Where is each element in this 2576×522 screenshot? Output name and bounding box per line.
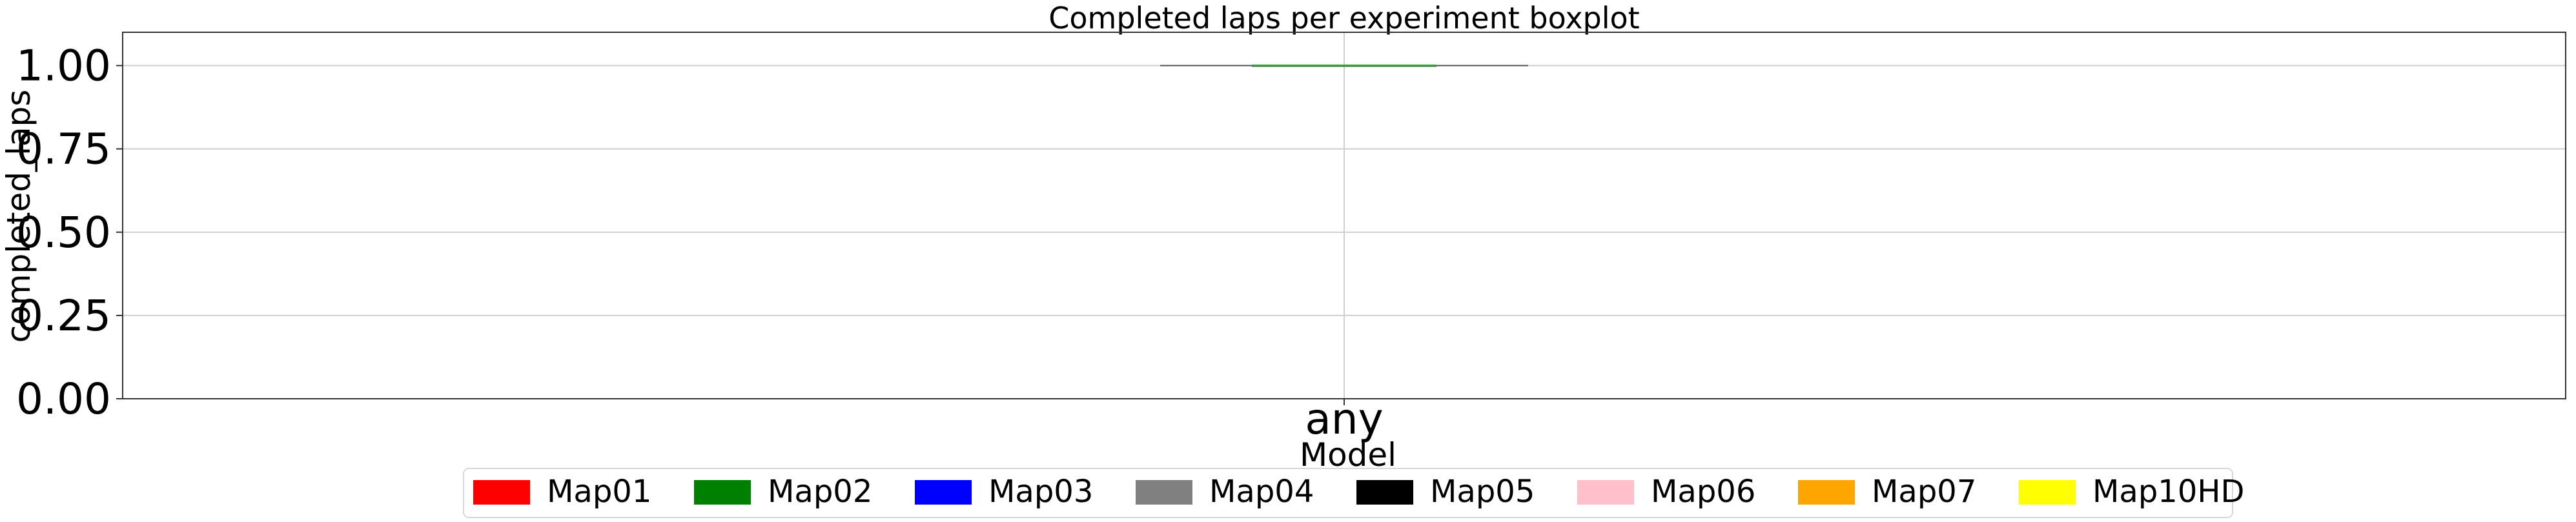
legend-label: Map06 xyxy=(1651,474,1755,510)
legend-items: Map01 Map02 Map03 Map04 Map05 Map06 Map07 Map10… xyxy=(473,474,2244,510)
y-tick-label: 1.00 xyxy=(16,41,111,91)
legend-label: Map02 xyxy=(768,474,872,510)
legend-swatch xyxy=(1577,480,1634,505)
grid-lines xyxy=(123,32,2566,399)
legend-label: Map03 xyxy=(988,474,1093,510)
legend-frame xyxy=(463,468,2233,518)
legend-label: Map10HD xyxy=(2092,474,2244,510)
legend-label: Map04 xyxy=(1209,474,1314,510)
legend-swatch xyxy=(473,480,530,505)
legend-label: Map01 xyxy=(547,474,651,510)
y-tick-label: 0.75 xyxy=(16,125,111,174)
legend-swatch xyxy=(1356,480,1413,505)
legend-swatch xyxy=(915,480,972,505)
legend-swatch xyxy=(1136,480,1192,505)
legend-swatch xyxy=(1798,480,1855,505)
x-tick-label: any xyxy=(1305,394,1383,444)
legend-swatch xyxy=(2019,480,2076,505)
legend-label: Map07 xyxy=(1872,474,1976,510)
y-tick-label: 0.50 xyxy=(16,208,111,257)
x-axis-ticks: any xyxy=(1305,394,1383,444)
x-axis-label: Model xyxy=(1300,436,1396,474)
chart-title: Completed laps per experiment boxplot xyxy=(1048,1,1639,35)
legend-label: Map05 xyxy=(1430,474,1535,510)
y-tick-label: 0.25 xyxy=(16,291,111,341)
y-axis-ticks: 0.00 0.25 0.50 0.75 1.00 xyxy=(16,41,123,424)
legend: Map01 Map02 Map03 Map04 Map05 Map06 Map07 Map10… xyxy=(463,468,2244,518)
legend-swatch xyxy=(694,480,751,505)
y-tick-label: 0.00 xyxy=(16,374,111,424)
y-axis-label: completed_laps xyxy=(0,90,37,343)
